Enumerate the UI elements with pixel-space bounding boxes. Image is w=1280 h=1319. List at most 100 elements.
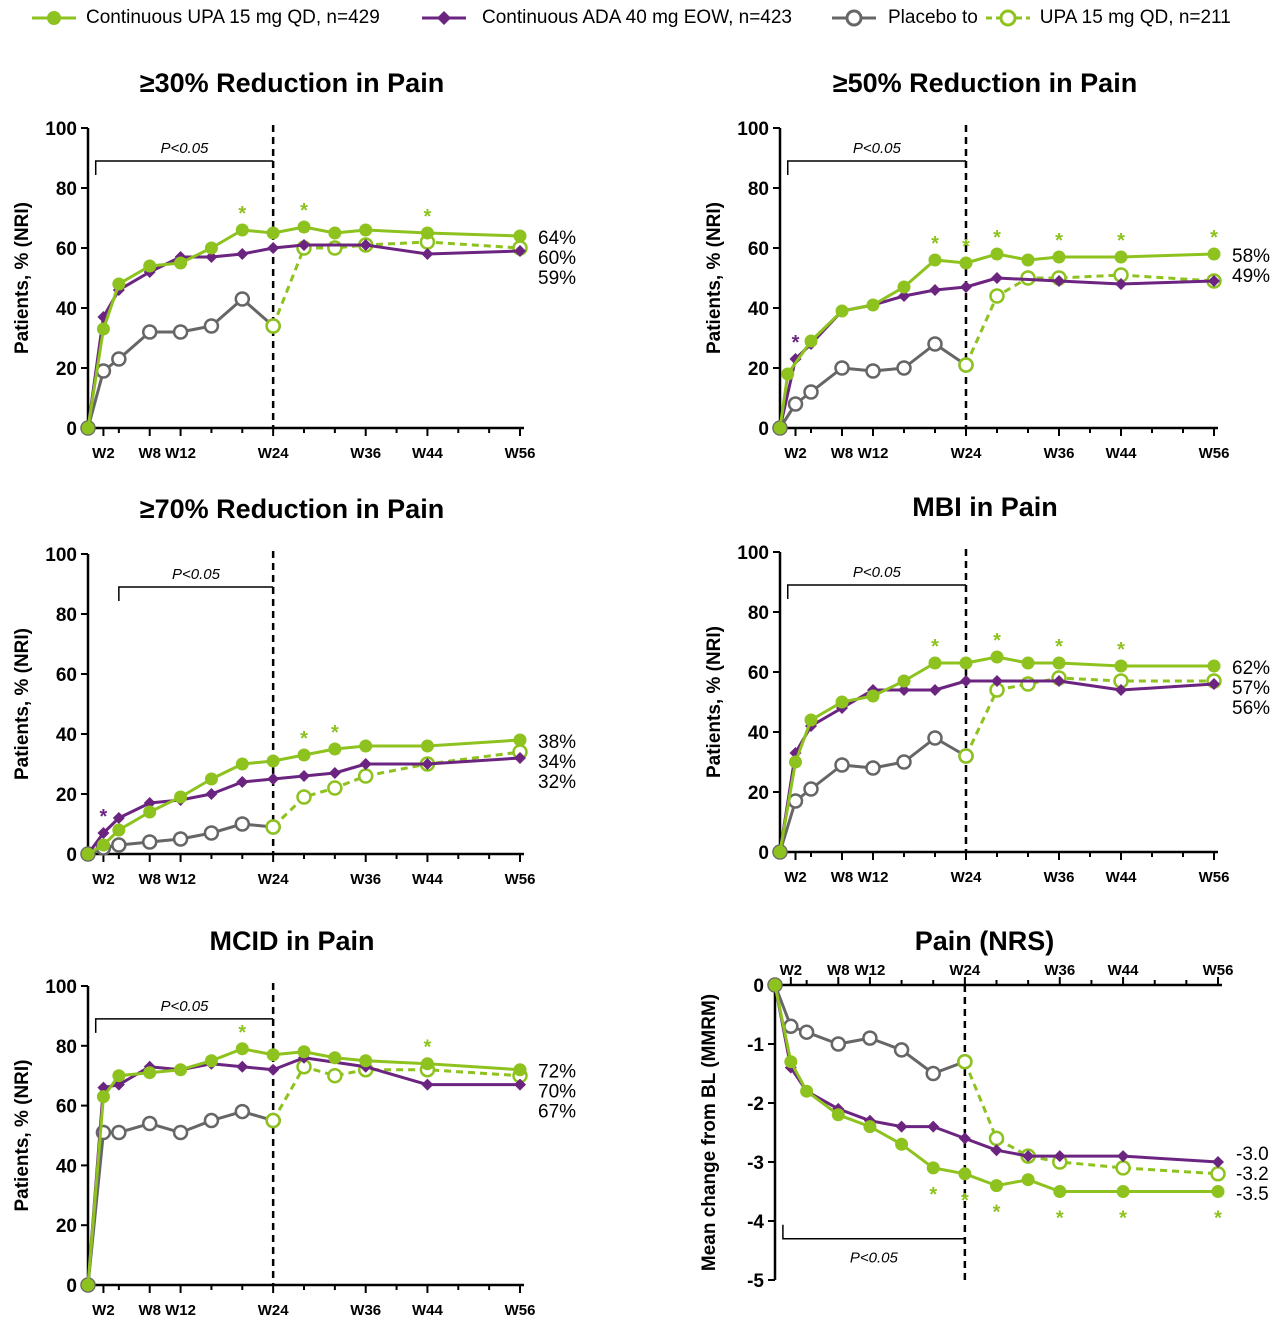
data-point-pbo: [925, 1065, 941, 1082]
data-point-upa: [1116, 1185, 1130, 1198]
data-point-upa: [143, 1066, 157, 1080]
data-point-upa: [235, 757, 249, 771]
data-point-upa: [266, 226, 280, 240]
data-point-upa: [174, 256, 188, 270]
legend-label-ada: Continuous ADA 40 mg EOW, n=423: [482, 7, 792, 28]
x-tick-label: W8: [831, 869, 854, 886]
data-point-pbo: [865, 363, 881, 379]
significance-star: *: [331, 722, 339, 744]
data-point-pbo: [893, 1042, 910, 1058]
data-point-upa: [926, 1161, 940, 1175]
x-tick-label: W8: [827, 962, 850, 979]
data-point-pbo: [141, 1115, 158, 1132]
data-point-upa: [928, 656, 942, 670]
data-point-ada: [236, 1060, 249, 1073]
data-point-upa: [831, 1108, 845, 1122]
data-point-ada: [991, 675, 1003, 687]
legend: Continuous UPA 15 mg QD, n=429 Continuou…: [0, 0, 1280, 40]
data-point-upa: [235, 1042, 249, 1056]
data-point-upa: [112, 823, 126, 837]
data-point-pbo: [896, 360, 912, 376]
end-value-label: -3.0: [1236, 1144, 1269, 1165]
y-tick-label: 0: [758, 843, 769, 864]
significance-star: *: [1117, 230, 1125, 252]
data-point-pbo2upa: [988, 1130, 1005, 1147]
p-value-label: P<0.05: [172, 566, 221, 583]
p-value-label: P<0.05: [160, 998, 209, 1015]
y-axis-label: Patients, % (NRI): [12, 1059, 33, 1211]
x-tick-label: W8: [138, 1302, 161, 1319]
data-point-ada: [236, 776, 249, 788]
significance-star: *: [792, 332, 800, 354]
data-point-ada: [298, 770, 310, 782]
chart-title: ≥70% Reduction in Pain: [140, 494, 444, 524]
significance-star: *: [993, 1202, 1001, 1224]
y-tick-label: 80: [748, 603, 769, 624]
y-axis-label: Mean change from BL (MMRM): [699, 994, 720, 1271]
data-point-upa: [804, 334, 818, 348]
y-tick-label: 100: [45, 119, 77, 140]
y-tick-label: 100: [45, 977, 77, 998]
significance-star: *: [100, 806, 108, 828]
x-tick-label: W8: [138, 445, 161, 462]
data-point-upa: [513, 733, 527, 747]
y-tick-label: 0: [753, 976, 764, 997]
data-point-upa: [143, 259, 157, 273]
data-point-ada: [1208, 678, 1220, 690]
x-tick-label: W2: [784, 445, 807, 462]
data-point-pbo: [111, 1124, 127, 1141]
data-point-pbo: [203, 825, 220, 841]
y-axis-label: Patients, % (NRI): [12, 628, 33, 780]
end-value-label: 59%: [538, 268, 576, 289]
data-point-pbo2upa: [327, 240, 343, 256]
data-point-upa: [959, 256, 973, 270]
data-point-pbo2upa: [958, 748, 974, 764]
y-axis-label: Patients, % (NRI): [12, 202, 33, 354]
data-point-upa: [897, 674, 911, 688]
y-tick-label: 20: [56, 359, 77, 380]
data-point-ada: [97, 827, 110, 839]
legend-symbol-placebo: [832, 9, 876, 27]
x-tick-label: W36: [350, 871, 381, 888]
data-point-ada: [990, 1144, 1003, 1157]
chart-panel-2: ≥50% Reduction in Pain 0 20 40 60 80 100 W2 W8 W1…: [704, 68, 1270, 462]
data-point-ada: [267, 242, 280, 254]
p-value-label: P<0.05: [850, 1250, 899, 1267]
x-tick-label: W56: [505, 445, 536, 462]
x-tick-label: W24: [951, 445, 983, 462]
data-point-ada: [359, 758, 372, 770]
data-point-upa: [297, 1045, 311, 1059]
y-tick-label: -1: [747, 1035, 764, 1056]
significance-star: *: [1214, 1208, 1222, 1230]
data-point-ada: [359, 239, 372, 251]
end-value-label: 58%: [1232, 246, 1270, 267]
data-point-upa: [513, 1063, 527, 1077]
data-point-ada: [1115, 278, 1127, 290]
chart-panel-1: ≥30% Reduction in Pain 0 20 40 60 80 100 W2 W8 W1…: [12, 68, 576, 462]
data-point-upa: [804, 713, 818, 727]
data-point-ada: [960, 675, 972, 687]
data-point-ada: [898, 290, 910, 302]
significance-star: *: [1056, 1208, 1064, 1230]
chart-title: ≥30% Reduction in Pain: [140, 68, 444, 98]
y-tick-label: -2: [747, 1094, 764, 1115]
data-point-ada: [205, 788, 218, 800]
data-point-pbo: [203, 1112, 220, 1129]
data-point-pbo: [783, 1018, 799, 1035]
series-line-pbo2upa: [963, 1061, 1219, 1176]
y-tick-label: 80: [748, 179, 769, 200]
data-point-upa: [784, 1055, 798, 1069]
x-tick-label: W44: [412, 445, 444, 462]
data-point-ada: [1208, 275, 1220, 287]
y-tick-label: 80: [56, 1037, 77, 1058]
p-value-label: P<0.05: [853, 564, 902, 581]
significance-star: *: [238, 203, 246, 225]
x-tick-label: W12: [165, 871, 196, 888]
data-point-ada: [960, 281, 972, 293]
x-tick-label: W44: [1106, 869, 1138, 886]
data-point-ada: [927, 1120, 940, 1133]
data-point-ada: [929, 284, 941, 296]
data-point-ada: [236, 248, 249, 260]
end-value-label: 72%: [538, 1062, 576, 1083]
